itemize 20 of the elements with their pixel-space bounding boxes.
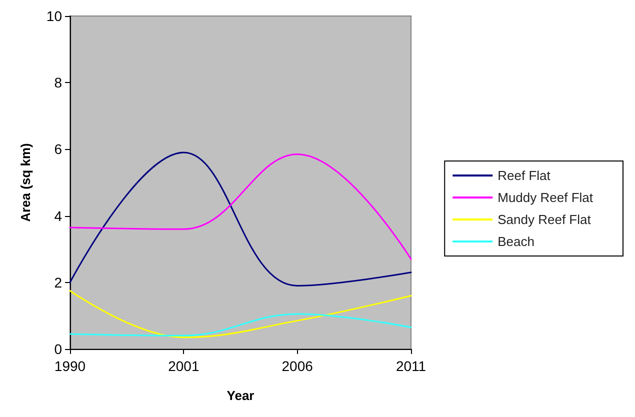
y-tick-label: 6 — [54, 141, 62, 158]
y-tick-label: 2 — [54, 274, 62, 290]
y-tick-label: 10 — [46, 8, 62, 24]
legend-label: Muddy Reef Flat — [498, 190, 594, 205]
x-axis-title: Year — [226, 388, 254, 403]
legend-label: Sandy Reef Flat — [498, 212, 592, 227]
y-axis-title: Area (sq km) — [18, 143, 33, 222]
line-series — [69, 153, 412, 260]
y-tick-label: 8 — [54, 74, 62, 91]
line-series — [69, 313, 412, 336]
x-tick-label: 1990 — [54, 358, 86, 374]
y-tick-label: 4 — [54, 208, 62, 224]
x-tick-label: 2001 — [168, 358, 200, 374]
x-tick-label: 2006 — [282, 358, 314, 374]
x-tick-label: 2011 — [396, 358, 426, 374]
line-series — [69, 290, 412, 338]
legend-label: Beach — [498, 234, 534, 249]
y-tick-label: 0 — [54, 341, 62, 357]
legend-label: Reef Flat — [498, 168, 551, 183]
line-series — [69, 152, 412, 286]
